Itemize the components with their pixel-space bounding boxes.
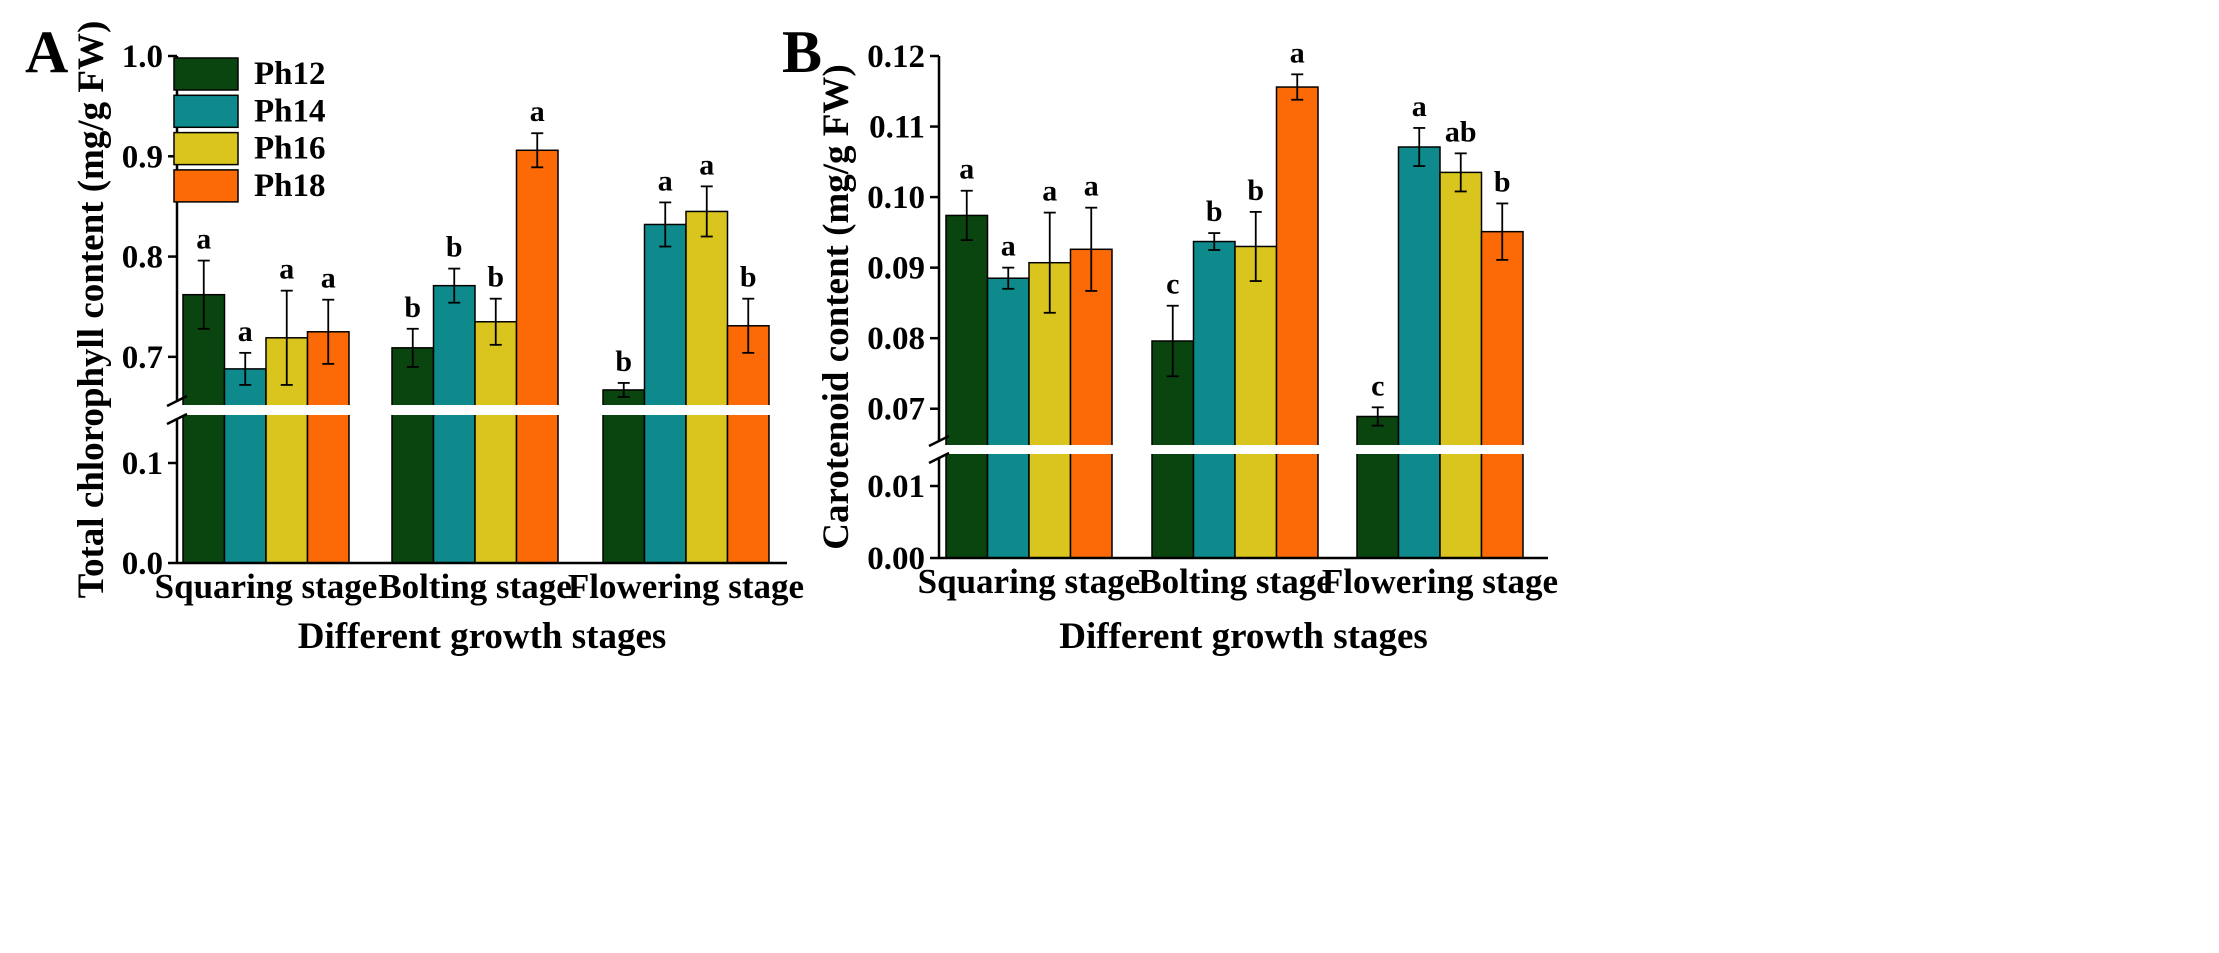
significance-letter: c [1166, 268, 1179, 301]
significance-letter: ab [1445, 115, 1477, 148]
y-axis-title: Total chlorophyll content (mg/g FW) [71, 21, 112, 599]
significance-letter: b [615, 345, 632, 378]
bar [685, 210, 729, 564]
significance-letter: c [1371, 369, 1384, 402]
significance-letter: b [1206, 195, 1223, 228]
y-tick-label: 0.07 [867, 392, 925, 428]
y-tick-label: 0.8 [122, 240, 163, 276]
bar [306, 331, 350, 564]
y-tick-label: 1.0 [122, 39, 163, 75]
bar [432, 284, 476, 564]
significance-letter: b [487, 261, 504, 294]
significance-letter: a [699, 148, 714, 181]
bar [223, 368, 267, 564]
legend-swatch [173, 57, 239, 91]
y-tick-label: 0.1 [122, 446, 163, 482]
bar [1480, 230, 1524, 559]
significance-letter: a [321, 262, 336, 295]
axis-break-mark [928, 451, 950, 465]
legend-swatch [173, 169, 239, 203]
bar [1397, 146, 1441, 559]
legend-swatch [173, 131, 239, 166]
significance-letter: a [279, 253, 294, 286]
x-tick-label: Bolting stage [378, 567, 571, 606]
y-tick-label: 0.10 [867, 180, 925, 216]
x-tick-label: Flowering stage [568, 567, 804, 606]
y-tick-label: 0.09 [867, 251, 925, 287]
bar [1356, 415, 1400, 559]
axis-break-mark [166, 394, 188, 408]
y-tick-label: 0.0 [122, 546, 163, 582]
x-tick-label: Squaring stage [918, 562, 1141, 601]
legend-label: Ph18 [254, 168, 326, 204]
significance-letter: a [196, 223, 211, 256]
axis-break-mark [166, 412, 188, 426]
significance-letter: a [658, 164, 673, 197]
y-tick-label: 0.7 [122, 340, 163, 376]
bar [945, 214, 989, 559]
significance-letter: a [1042, 175, 1057, 208]
significance-letter: b [1247, 174, 1264, 207]
x-tick-label: Flowering stage [1322, 562, 1558, 601]
x-tick-label: Bolting stage [1138, 562, 1331, 601]
x-axis-title: Different growth stages [1059, 616, 1428, 657]
significance-letter: a [1412, 90, 1427, 123]
bar [474, 321, 518, 564]
bar [726, 325, 770, 564]
bar [391, 347, 435, 564]
bar [515, 149, 559, 564]
significance-letter: b [404, 291, 421, 324]
y-tick-label: 0.01 [867, 469, 925, 505]
significance-letter: a [959, 153, 974, 186]
panel-label: A [25, 19, 68, 85]
legend-label: Ph14 [254, 93, 326, 129]
bar [643, 223, 687, 564]
bar [1069, 248, 1113, 559]
significance-letter: a [1290, 36, 1305, 69]
y-tick-label: 0.12 [867, 39, 925, 75]
axis-break-mark [928, 434, 950, 448]
y-tick-label: 0.00 [867, 541, 925, 577]
panel-label: B [782, 19, 822, 85]
significance-letter: b [1494, 165, 1511, 198]
legend-swatch [173, 94, 239, 129]
y-tick-label: 0.08 [867, 321, 925, 357]
y-tick-label: 0.11 [869, 110, 925, 146]
y-tick-label: 0.9 [122, 139, 163, 175]
legend-label: Ph12 [254, 56, 326, 92]
legend-label: Ph16 [254, 131, 326, 167]
y-axis-title: Carotenoid content (mg/g FW) [816, 64, 857, 549]
significance-letter: a [1084, 170, 1099, 203]
x-tick-label: Squaring stage [155, 567, 378, 606]
bar [986, 277, 1030, 559]
bar [1234, 245, 1278, 559]
significance-letter: a [1001, 230, 1016, 263]
significance-letter: b [740, 261, 757, 294]
axis-break-gap [163, 405, 793, 415]
bar [1439, 171, 1483, 559]
bar [1192, 240, 1236, 559]
bar [1275, 86, 1319, 559]
x-axis-title: Different growth stages [298, 616, 667, 657]
axis-break-gap [925, 445, 1554, 454]
bar [602, 389, 646, 564]
significance-letter: b [446, 231, 463, 264]
bar [182, 293, 226, 564]
significance-letter: a [530, 95, 545, 128]
significance-letter: a [238, 315, 253, 348]
